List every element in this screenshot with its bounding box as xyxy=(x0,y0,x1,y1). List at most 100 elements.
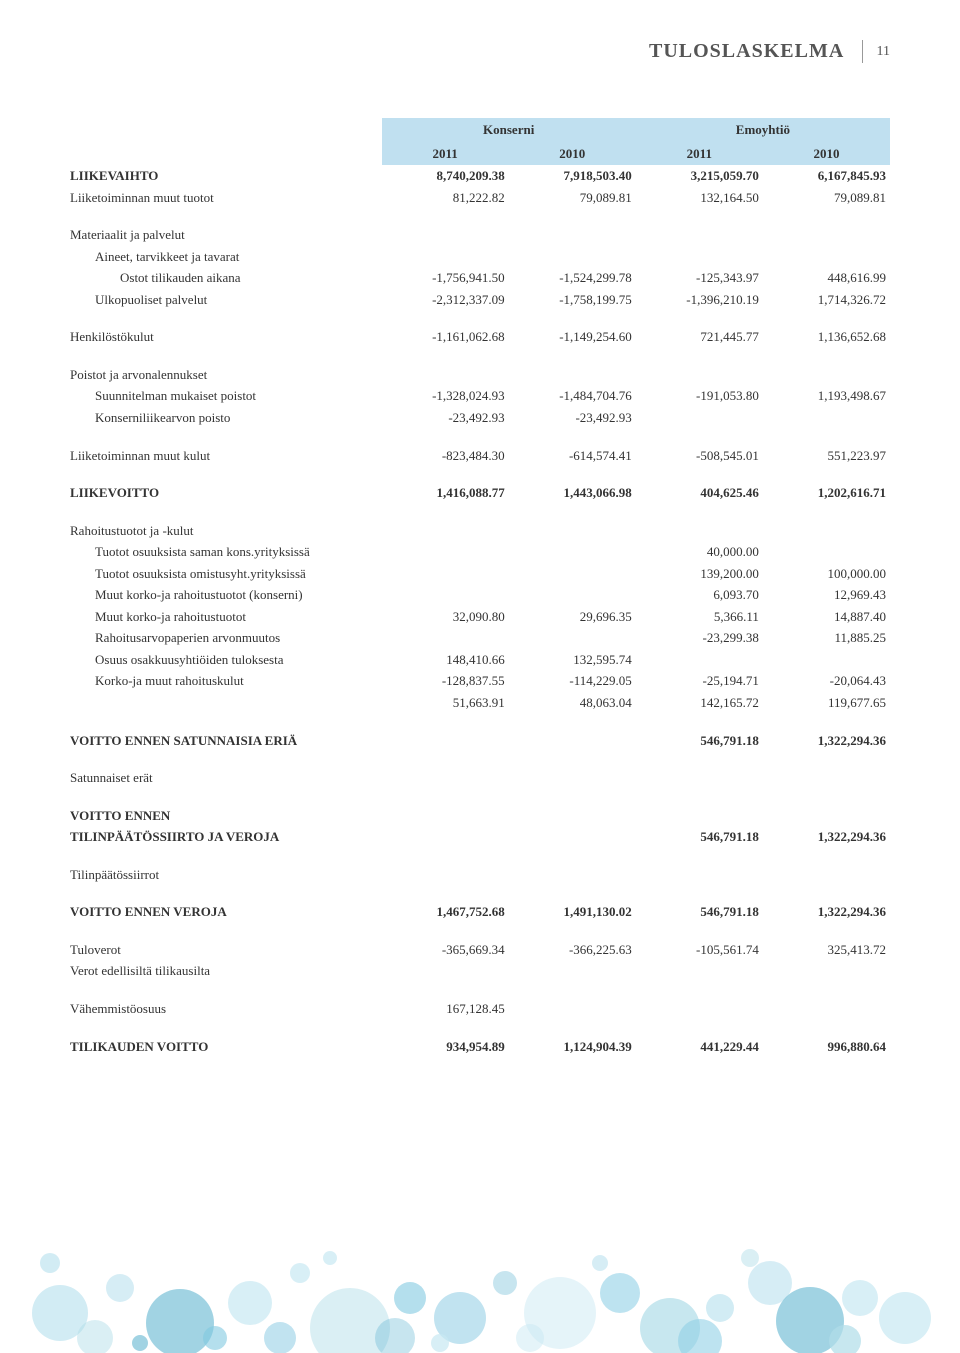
table-row xyxy=(70,504,890,520)
cell-value: 139,200.00 xyxy=(636,563,763,585)
table-row xyxy=(70,429,890,445)
table-row xyxy=(70,789,890,805)
row-label: Satunnaiset erät xyxy=(70,767,382,789)
row-label: Liiketoiminnan muut kulut xyxy=(70,445,382,467)
table-row: Henkilöstökulut-1,161,062.68-1,149,254.6… xyxy=(70,326,890,348)
row-label: Aineet, tarvikkeet ja tavarat xyxy=(70,246,382,268)
cell-value: 1,714,326.72 xyxy=(763,289,890,311)
row-label: Poistot ja arvonalennukset xyxy=(70,364,382,386)
cell-value: 48,063.04 xyxy=(509,692,636,714)
cell-value: 40,000.00 xyxy=(636,541,763,563)
table-row: Korko-ja muut rahoituskulut-128,837.55-1… xyxy=(70,670,890,692)
cell-value: 167,128.45 xyxy=(382,998,509,1020)
row-label: Tuloverot xyxy=(70,939,382,961)
cell-value xyxy=(636,767,763,789)
cell-value xyxy=(509,627,636,649)
year-header: 2011 xyxy=(382,142,509,166)
cell-value xyxy=(509,246,636,268)
cell-value: -191,053.80 xyxy=(636,385,763,407)
cell-value: 119,677.65 xyxy=(763,692,890,714)
cell-value xyxy=(509,364,636,386)
row-label: VOITTO ENNEN VEROJA xyxy=(70,901,382,923)
cell-value: -23,492.93 xyxy=(382,407,509,429)
table-row: Tilinpäätössiirrot xyxy=(70,864,890,886)
cell-value: 441,229.44 xyxy=(636,1036,763,1058)
year-header-row: 2011201020112010 xyxy=(70,142,890,166)
row-label: Muut korko-ja rahoitustuotot (konserni) xyxy=(70,584,382,606)
row-label: Verot edellisiltä tilikausilta xyxy=(70,960,382,982)
cell-value xyxy=(763,246,890,268)
cell-value xyxy=(509,584,636,606)
cell-value: -823,484.30 xyxy=(382,445,509,467)
cell-value: 51,663.91 xyxy=(382,692,509,714)
cell-value xyxy=(763,767,890,789)
cell-value: -25,194.71 xyxy=(636,670,763,692)
table-row xyxy=(70,466,890,482)
cell-value: 1,491,130.02 xyxy=(509,901,636,923)
row-label: Tuotot osuuksista omistusyht.yrityksissä xyxy=(70,563,382,585)
cell-value: 5,366.11 xyxy=(636,606,763,628)
row-label: TILINPÄÄTÖSSIIRTO JA VEROJA xyxy=(70,826,382,848)
cell-value xyxy=(509,541,636,563)
table-row: Tuotot osuuksista omistusyht.yrityksissä… xyxy=(70,563,890,585)
cell-value: -125,343.97 xyxy=(636,267,763,289)
cell-value xyxy=(382,584,509,606)
cell-value: -614,574.41 xyxy=(509,445,636,467)
table-row: Suunnitelman mukaiset poistot-1,328,024.… xyxy=(70,385,890,407)
cell-value: 551,223.97 xyxy=(763,445,890,467)
cell-value: 1,322,294.36 xyxy=(763,826,890,848)
table-row: VOITTO ENNEN SATUNNAISIA ERIÄ546,791.181… xyxy=(70,730,890,752)
cell-value xyxy=(382,826,509,848)
table-row: Ulkopuoliset palvelut-2,312,337.09-1,758… xyxy=(70,289,890,311)
cell-value: 448,616.99 xyxy=(763,267,890,289)
cell-value: 546,791.18 xyxy=(636,901,763,923)
table-row: Aineet, tarvikkeet ja tavarat xyxy=(70,246,890,268)
cell-value xyxy=(382,627,509,649)
row-label: Vähemmistöosuus xyxy=(70,998,382,1020)
row-label: Tuotot osuuksista saman kons.yrityksissä xyxy=(70,541,382,563)
table-row xyxy=(70,982,890,998)
cell-value: -23,299.38 xyxy=(636,627,763,649)
table-row: Muut korko-ja rahoitustuotot (konserni)6… xyxy=(70,584,890,606)
row-label xyxy=(70,692,382,714)
cell-value: -2,312,337.09 xyxy=(382,289,509,311)
cell-value: 7,918,503.40 xyxy=(509,165,636,187)
row-label: Ulkopuoliset palvelut xyxy=(70,289,382,311)
cell-value xyxy=(382,246,509,268)
cell-value xyxy=(763,960,890,982)
table-row: Muut korko-ja rahoitustuotot32,090.8029,… xyxy=(70,606,890,628)
row-label: Osuus osakkuusyhtiöiden tuloksesta xyxy=(70,649,382,671)
table-row: 51,663.9148,063.04142,165.72119,677.65 xyxy=(70,692,890,714)
row-label: TILIKAUDEN VOITTO xyxy=(70,1036,382,1058)
cell-value: -366,225.63 xyxy=(509,939,636,961)
cell-value: -128,837.55 xyxy=(382,670,509,692)
cell-value xyxy=(636,224,763,246)
table-row xyxy=(70,714,890,730)
cell-value: 1,416,088.77 xyxy=(382,482,509,504)
row-label: LIIKEVOITTO xyxy=(70,482,382,504)
cell-value xyxy=(636,805,763,827)
cell-value: 100,000.00 xyxy=(763,563,890,585)
cell-value xyxy=(763,805,890,827)
cell-value: -23,492.93 xyxy=(509,407,636,429)
cell-value: 6,167,845.93 xyxy=(763,165,890,187)
cell-value: 546,791.18 xyxy=(636,826,763,848)
cell-value: -365,669.34 xyxy=(382,939,509,961)
cell-value: 11,885.25 xyxy=(763,627,890,649)
table-row xyxy=(70,208,890,224)
group-header-row: KonserniEmoyhtiö xyxy=(70,118,890,142)
cell-value: -1,161,062.68 xyxy=(382,326,509,348)
table-row: Tuotot osuuksista saman kons.yrityksissä… xyxy=(70,541,890,563)
table-row: Liiketoiminnan muut tuotot81,222.8279,08… xyxy=(70,187,890,209)
table-row: Vähemmistöosuus167,128.45 xyxy=(70,998,890,1020)
cell-value: 14,887.40 xyxy=(763,606,890,628)
cell-value: 3,215,059.70 xyxy=(636,165,763,187)
cell-value xyxy=(382,520,509,542)
table-row xyxy=(70,751,890,767)
row-label: LIIKEVAIHTO xyxy=(70,165,382,187)
table-row: Satunnaiset erät xyxy=(70,767,890,789)
table-row xyxy=(70,348,890,364)
year-header: 2010 xyxy=(763,142,890,166)
decorative-bubbles xyxy=(0,1113,960,1353)
table-row: Osuus osakkuusyhtiöiden tuloksesta148,41… xyxy=(70,649,890,671)
